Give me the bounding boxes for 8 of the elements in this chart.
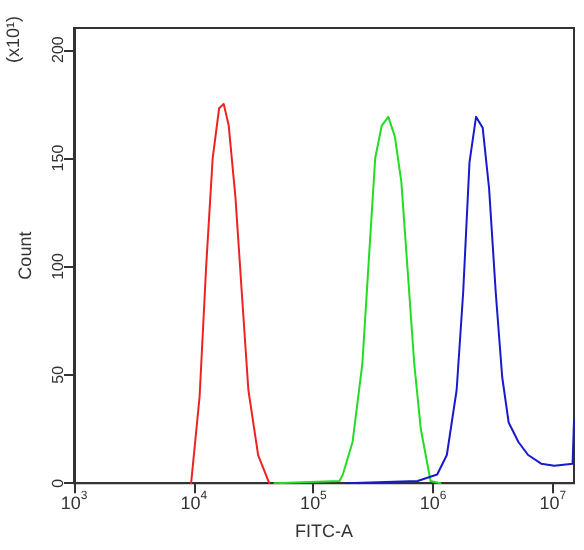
y-axis-title: Count: [15, 230, 35, 280]
y-tick-label: 100: [49, 252, 67, 280]
x-axis-title: FITC-A: [295, 521, 353, 541]
y-tick-label: 200: [49, 35, 67, 64]
y-tick-label: 150: [49, 143, 67, 172]
y-tick-label: 0: [49, 477, 67, 488]
y-tick-label: 50: [49, 364, 67, 384]
text: (x10¹): [3, 15, 23, 63]
